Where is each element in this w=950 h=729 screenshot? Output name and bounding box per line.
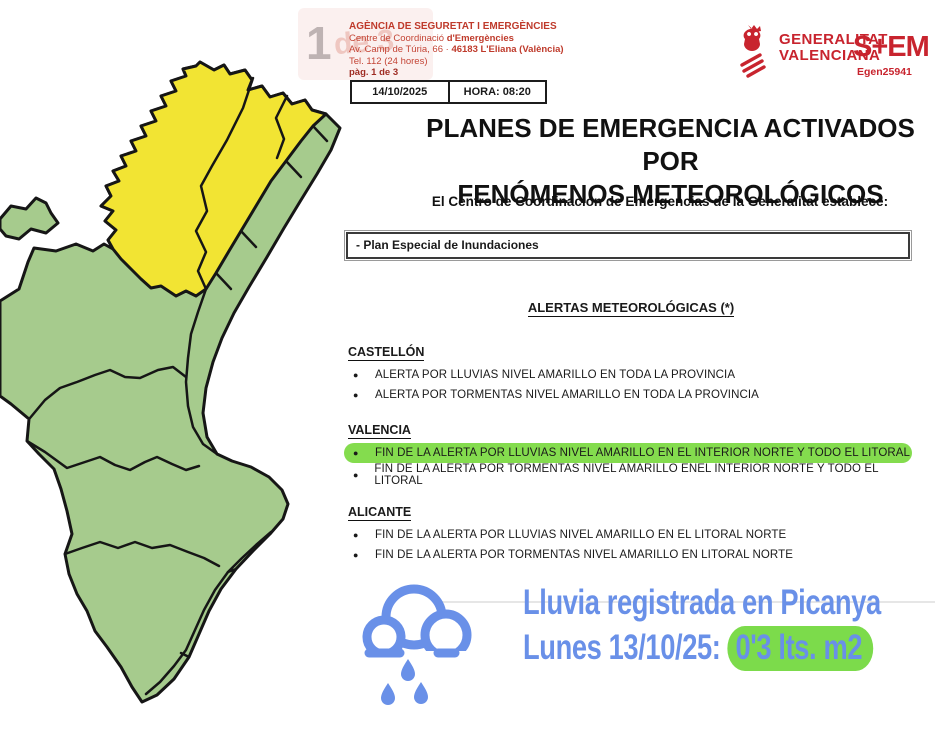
province-castellon: CASTELLÓN ● ALERTA POR LLUVIAS NIVEL AMA… (348, 343, 914, 405)
rain-note: Lluvia registrada en Picanya Lunes 13/10… (523, 580, 950, 671)
agency-centre-line: Centre de Coordinació d'Emergències (349, 32, 514, 44)
map-exclave (0, 196, 60, 241)
page-indicator: pàg. 1 de 3 (349, 67, 399, 78)
date-time-table: 14/10/2025 HORA: 08:20 (350, 80, 547, 104)
agency-name: AGÈNCIA DE SEGURETAT I EMERGÈNCIES (349, 21, 557, 32)
province-name: VALENCIA (348, 423, 411, 439)
bullet-icon: ● (353, 469, 359, 480)
rain-cloud-icon (358, 584, 478, 705)
generalitat-emblem-icon (740, 25, 766, 78)
rain-note-line1: Lluvia registrada en Picanya (523, 583, 881, 622)
bullet-icon: ● (353, 369, 359, 380)
bullet-icon: ● (353, 529, 359, 540)
document-title: PLANES DE EMERGENCIA ACTIVADOS POR FENÓM… (426, 113, 915, 209)
sem-code: Egen25941 (857, 66, 912, 78)
bullet-icon: ● (353, 549, 359, 560)
bullet-icon: ● (353, 447, 359, 458)
alert-item: ● FIN DE LA ALERTA POR TORMENTAS NIVEL A… (353, 549, 793, 561)
activated-plan-text: - Plan Especial de Inundaciones (346, 232, 910, 259)
map-comarca-borders (25, 76, 329, 696)
alerts-section: ALERTAS METEOROLÓGICAS (*) CASTELLÓN ● A… (344, 299, 914, 581)
watermark-number: 1 (306, 17, 332, 69)
document-subtitle: El Centro de Coordinación de Emergencias… (431, 194, 889, 209)
agency-address-line: Av. Camp de Túria, 66 · 46183 L'Eliana (… (349, 44, 564, 55)
alert-item: ● ALERTA POR TORMENTAS NIVEL AMARILLO EN… (353, 389, 759, 401)
activated-plan-box: - Plan Especial de Inundaciones (344, 230, 912, 261)
alert-item: ● ALERTA POR LLUVIAS NIVEL AMARILLO EN T… (353, 369, 736, 381)
bullet-icon: ● (353, 389, 359, 400)
alert-item: ● FIN DE LA ALERTA POR LLUVIAS NIVEL AMA… (353, 529, 787, 541)
date-cell: 14/10/2025 (352, 82, 450, 102)
rain-amount-highlight: 0'3 lts. m2 (727, 626, 874, 671)
generalitat-logo: GENERALITAT VALENCIANA (736, 24, 888, 80)
sem-logo: S+EM (853, 31, 930, 63)
province-name: CASTELLÓN (348, 345, 425, 361)
rain-note-line2: Lunes 13/10/25: 0'3 lts. m2 (523, 625, 950, 671)
agency-phone-line: Tel. 112 (24 hores) (349, 55, 428, 67)
scan-artifact-line (428, 601, 935, 603)
generalitat-wordmark: GENERALITAT VALENCIANA (779, 31, 888, 64)
agency-header: AGÈNCIA DE SEGURETAT I EMERGÈNCIES Centr… (349, 21, 564, 79)
valencia-alert-map (0, 60, 342, 704)
province-name: ALICANTE (348, 505, 412, 521)
alerts-heading: ALERTAS METEOROLÓGICAS (*) (527, 300, 735, 317)
hour-cell: HORA: 08:20 (463, 86, 531, 98)
alert-item: ● FIN DE LA ALERTA POR TORMENTAS NIVEL A… (353, 463, 879, 487)
province-valencia: VALENCIA ● FIN DE LA ALERTA POR LLUVIAS … (344, 421, 914, 487)
rain-drops-icon (381, 659, 428, 705)
alert-item: ● FIN DE LA ALERTA POR LLUVIAS NIVEL AMA… (344, 443, 912, 463)
page-watermark: 1 de 3 (298, 8, 433, 80)
province-alicante: ALICANTE ● FIN DE LA ALERTA POR LLUVIAS … (348, 503, 914, 565)
